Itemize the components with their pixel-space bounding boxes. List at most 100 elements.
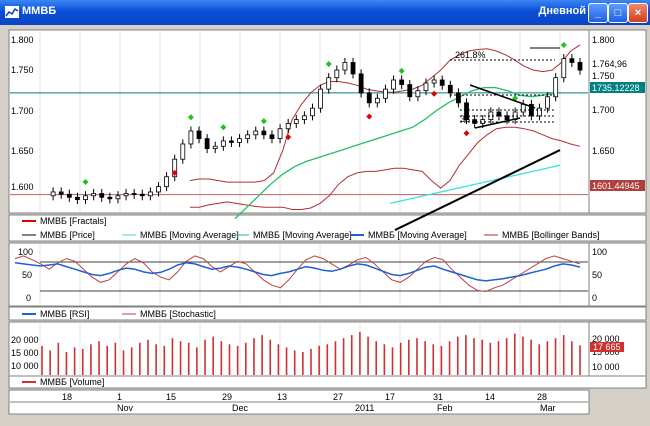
- candle-body: [188, 130, 194, 145]
- candle-body: [164, 176, 169, 188]
- period-label[interactable]: Дневной: [538, 5, 587, 17]
- trend-channel-line[interactable]: [474, 117, 521, 129]
- date-day-label: 27: [333, 392, 343, 402]
- candle-body: [561, 58, 567, 79]
- price-legend: ММВБ [Fractals] ММВБ [Price] ММВБ [Movin…: [22, 216, 599, 240]
- trend-channel-line[interactable]: [469, 84, 536, 109]
- candle-body: [229, 140, 234, 143]
- date-month-label: Nov: [117, 403, 134, 413]
- minimize-button[interactable]: _: [588, 3, 608, 23]
- fractal-up-marker: [260, 118, 267, 125]
- moving-average-fast-line: [234, 86, 556, 220]
- vol-tick-label: 10 000: [11, 361, 39, 371]
- bollinger-lower-line: [190, 126, 581, 210]
- date-month-label: Mar: [540, 403, 556, 413]
- date-day-label: 31: [433, 392, 443, 402]
- volume-axis-labels: 20 000 15 000 10 000 20 000 15 000 10 00…: [11, 334, 624, 372]
- candle-body: [407, 84, 413, 98]
- candle-body: [496, 111, 502, 117]
- candle-body: [261, 130, 267, 136]
- candle-body: [464, 102, 469, 120]
- fractal-up-marker: [82, 179, 89, 186]
- fibonacci-levels[interactable]: 261.8% 38: [450, 47, 560, 129]
- date-day-label: 17: [385, 392, 395, 402]
- candle-body: [447, 84, 453, 94]
- vol-tick-label: 15 000: [11, 348, 39, 358]
- candle-body: [66, 193, 72, 198]
- candle-body: [326, 77, 332, 90]
- candlesticks: [50, 54, 583, 205]
- price-tick-label: 1.750: [592, 71, 615, 81]
- candle-body: [58, 191, 64, 195]
- price-tick-label: 1.750: [11, 65, 34, 75]
- fib-label: 261.8%: [455, 50, 486, 60]
- fractal-up-marker: [187, 114, 194, 121]
- osc-legend-panel: [8, 306, 647, 321]
- window-title: ММВБ: [22, 5, 57, 17]
- close-button[interactable]: ×: [628, 3, 648, 23]
- osc-tick-label: 0: [592, 293, 597, 303]
- candle-body: [537, 107, 542, 117]
- candle-body: [147, 191, 153, 197]
- date-day-label: 29: [222, 392, 232, 402]
- candle-body: [310, 107, 315, 117]
- legend-item: ММВБ [Price]: [40, 230, 95, 240]
- volume-panel[interactable]: [8, 321, 590, 377]
- price-tick-label: 1.800: [592, 35, 615, 45]
- rsi-line: [14, 262, 581, 282]
- fractal-down-marker: [171, 169, 178, 176]
- fractal-up-marker: [560, 41, 567, 48]
- osc-axis-panel[interactable]: [588, 242, 647, 307]
- candle-body: [399, 79, 405, 85]
- date-axis: 18 1 15 29 13 27 17 31 14 28 Nov Dec 201…: [10, 392, 588, 413]
- candle-body: [131, 193, 137, 195]
- candle-body: [439, 79, 445, 86]
- candle-body: [318, 88, 324, 109]
- chart-area[interactable]: 1.800 1.750 1.700 1.650 1.600 1.800 1.70…: [0, 25, 650, 426]
- candle-body: [180, 143, 186, 160]
- legend-item: ММВБ [Bollinger Bands]: [502, 230, 599, 240]
- title-bar[interactable]: ММВБ Дневной _ □ ×: [0, 0, 650, 25]
- fractal-up-marker: [398, 67, 405, 74]
- candle-body: [431, 79, 437, 84]
- candle-body: [301, 115, 307, 120]
- legend-item: ММВБ [Fractals]: [40, 216, 106, 226]
- date-month-label: Feb: [437, 403, 453, 413]
- candle-body: [577, 62, 583, 71]
- maximize-button[interactable]: □: [608, 3, 628, 23]
- candle-body: [50, 191, 56, 197]
- candle-body: [245, 134, 251, 140]
- fractals: [82, 41, 567, 186]
- date-day-label: 1: [117, 392, 122, 402]
- date-month-label: Dec: [232, 403, 249, 413]
- legend-item: ММВБ [Volume]: [40, 377, 104, 387]
- date-day-label: 13: [277, 392, 287, 402]
- candle-body: [269, 134, 275, 140]
- candle-body: [520, 103, 526, 113]
- last-price-label: 1.764,96: [592, 59, 627, 69]
- candle-body: [91, 193, 97, 197]
- fractal-up-marker: [220, 124, 227, 131]
- price-tick-label: 1.700: [11, 106, 34, 116]
- date-month-label: 2011: [355, 403, 374, 413]
- fractal-up-marker: [325, 60, 332, 67]
- volume-bars: [41, 332, 581, 375]
- legend-item: ММВБ [Moving Average]: [368, 230, 467, 240]
- chart-app-icon: [5, 6, 19, 18]
- candle-body: [172, 158, 178, 178]
- date-day-label: 18: [62, 392, 72, 402]
- osc-axis-labels: 100 50 0 100 50 0: [18, 247, 607, 303]
- candle-body: [277, 128, 283, 140]
- candle-body: [212, 145, 218, 149]
- candle-body: [75, 196, 80, 200]
- candle-body: [553, 77, 559, 98]
- volume-legend: ММВБ [Volume]: [22, 377, 104, 387]
- candle-body: [342, 62, 348, 71]
- vol-tick-label: 20 000: [11, 335, 39, 345]
- volume-value-badge: 17 665: [593, 342, 621, 352]
- legend-item: ММВБ [Stochastic]: [140, 309, 216, 319]
- date-day-label: 28: [537, 392, 547, 402]
- price-tick-label: 1.800: [11, 35, 34, 45]
- candle-body: [545, 96, 550, 109]
- ma-value-badge: 1735.12228: [592, 83, 640, 93]
